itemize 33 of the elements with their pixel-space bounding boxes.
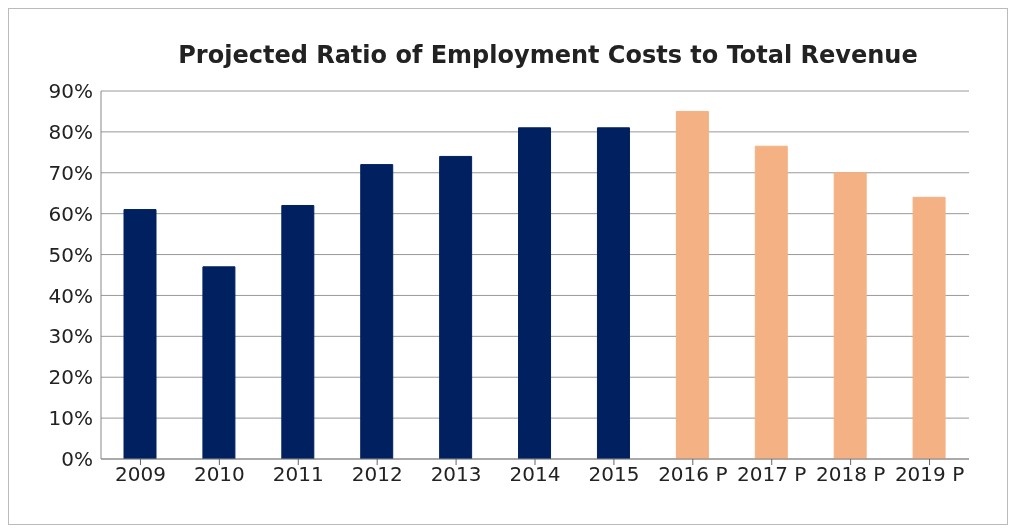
chart-title: Projected Ratio of Employment Costs to Total Revenue — [177, 41, 919, 69]
y-tick-label: 50% — [48, 242, 93, 267]
x-tick-label: 2019 P — [894, 462, 965, 487]
bar — [202, 266, 236, 459]
bar — [439, 155, 473, 459]
bar — [360, 164, 394, 459]
x-tick-label: 2013 — [430, 462, 482, 487]
y-tick-label: 30% — [48, 324, 93, 349]
x-tick-label: 2010 — [193, 462, 245, 487]
x-tick-label: 2017 P — [737, 462, 807, 487]
y-tick-label: 40% — [48, 283, 93, 308]
y-tick-label: 60% — [48, 201, 93, 226]
bar — [596, 127, 630, 459]
bar — [281, 204, 315, 459]
y-tick-label: 70% — [48, 160, 93, 185]
y-tick-label: 80% — [48, 119, 93, 144]
x-tick-label: 2015 — [588, 462, 640, 487]
x-tick-label: 2009 — [115, 462, 166, 487]
x-tick-label: 2016 P — [658, 462, 728, 487]
y-tick-label: 90% — [48, 79, 93, 104]
bar — [518, 127, 552, 459]
x-tick-label: 2011 — [272, 462, 324, 487]
bar — [912, 196, 946, 459]
bar — [754, 145, 788, 459]
y-tick-label: 10% — [48, 406, 93, 431]
x-tick-label: 2018 P — [815, 462, 886, 487]
x-tick-label: 2012 — [351, 462, 403, 487]
bar — [123, 209, 157, 459]
bar — [675, 110, 709, 459]
y-tick-label: 0% — [61, 447, 93, 472]
y-tick-label: 20% — [48, 365, 93, 390]
bar — [833, 172, 867, 459]
x-tick-label: 2014 — [509, 462, 561, 487]
